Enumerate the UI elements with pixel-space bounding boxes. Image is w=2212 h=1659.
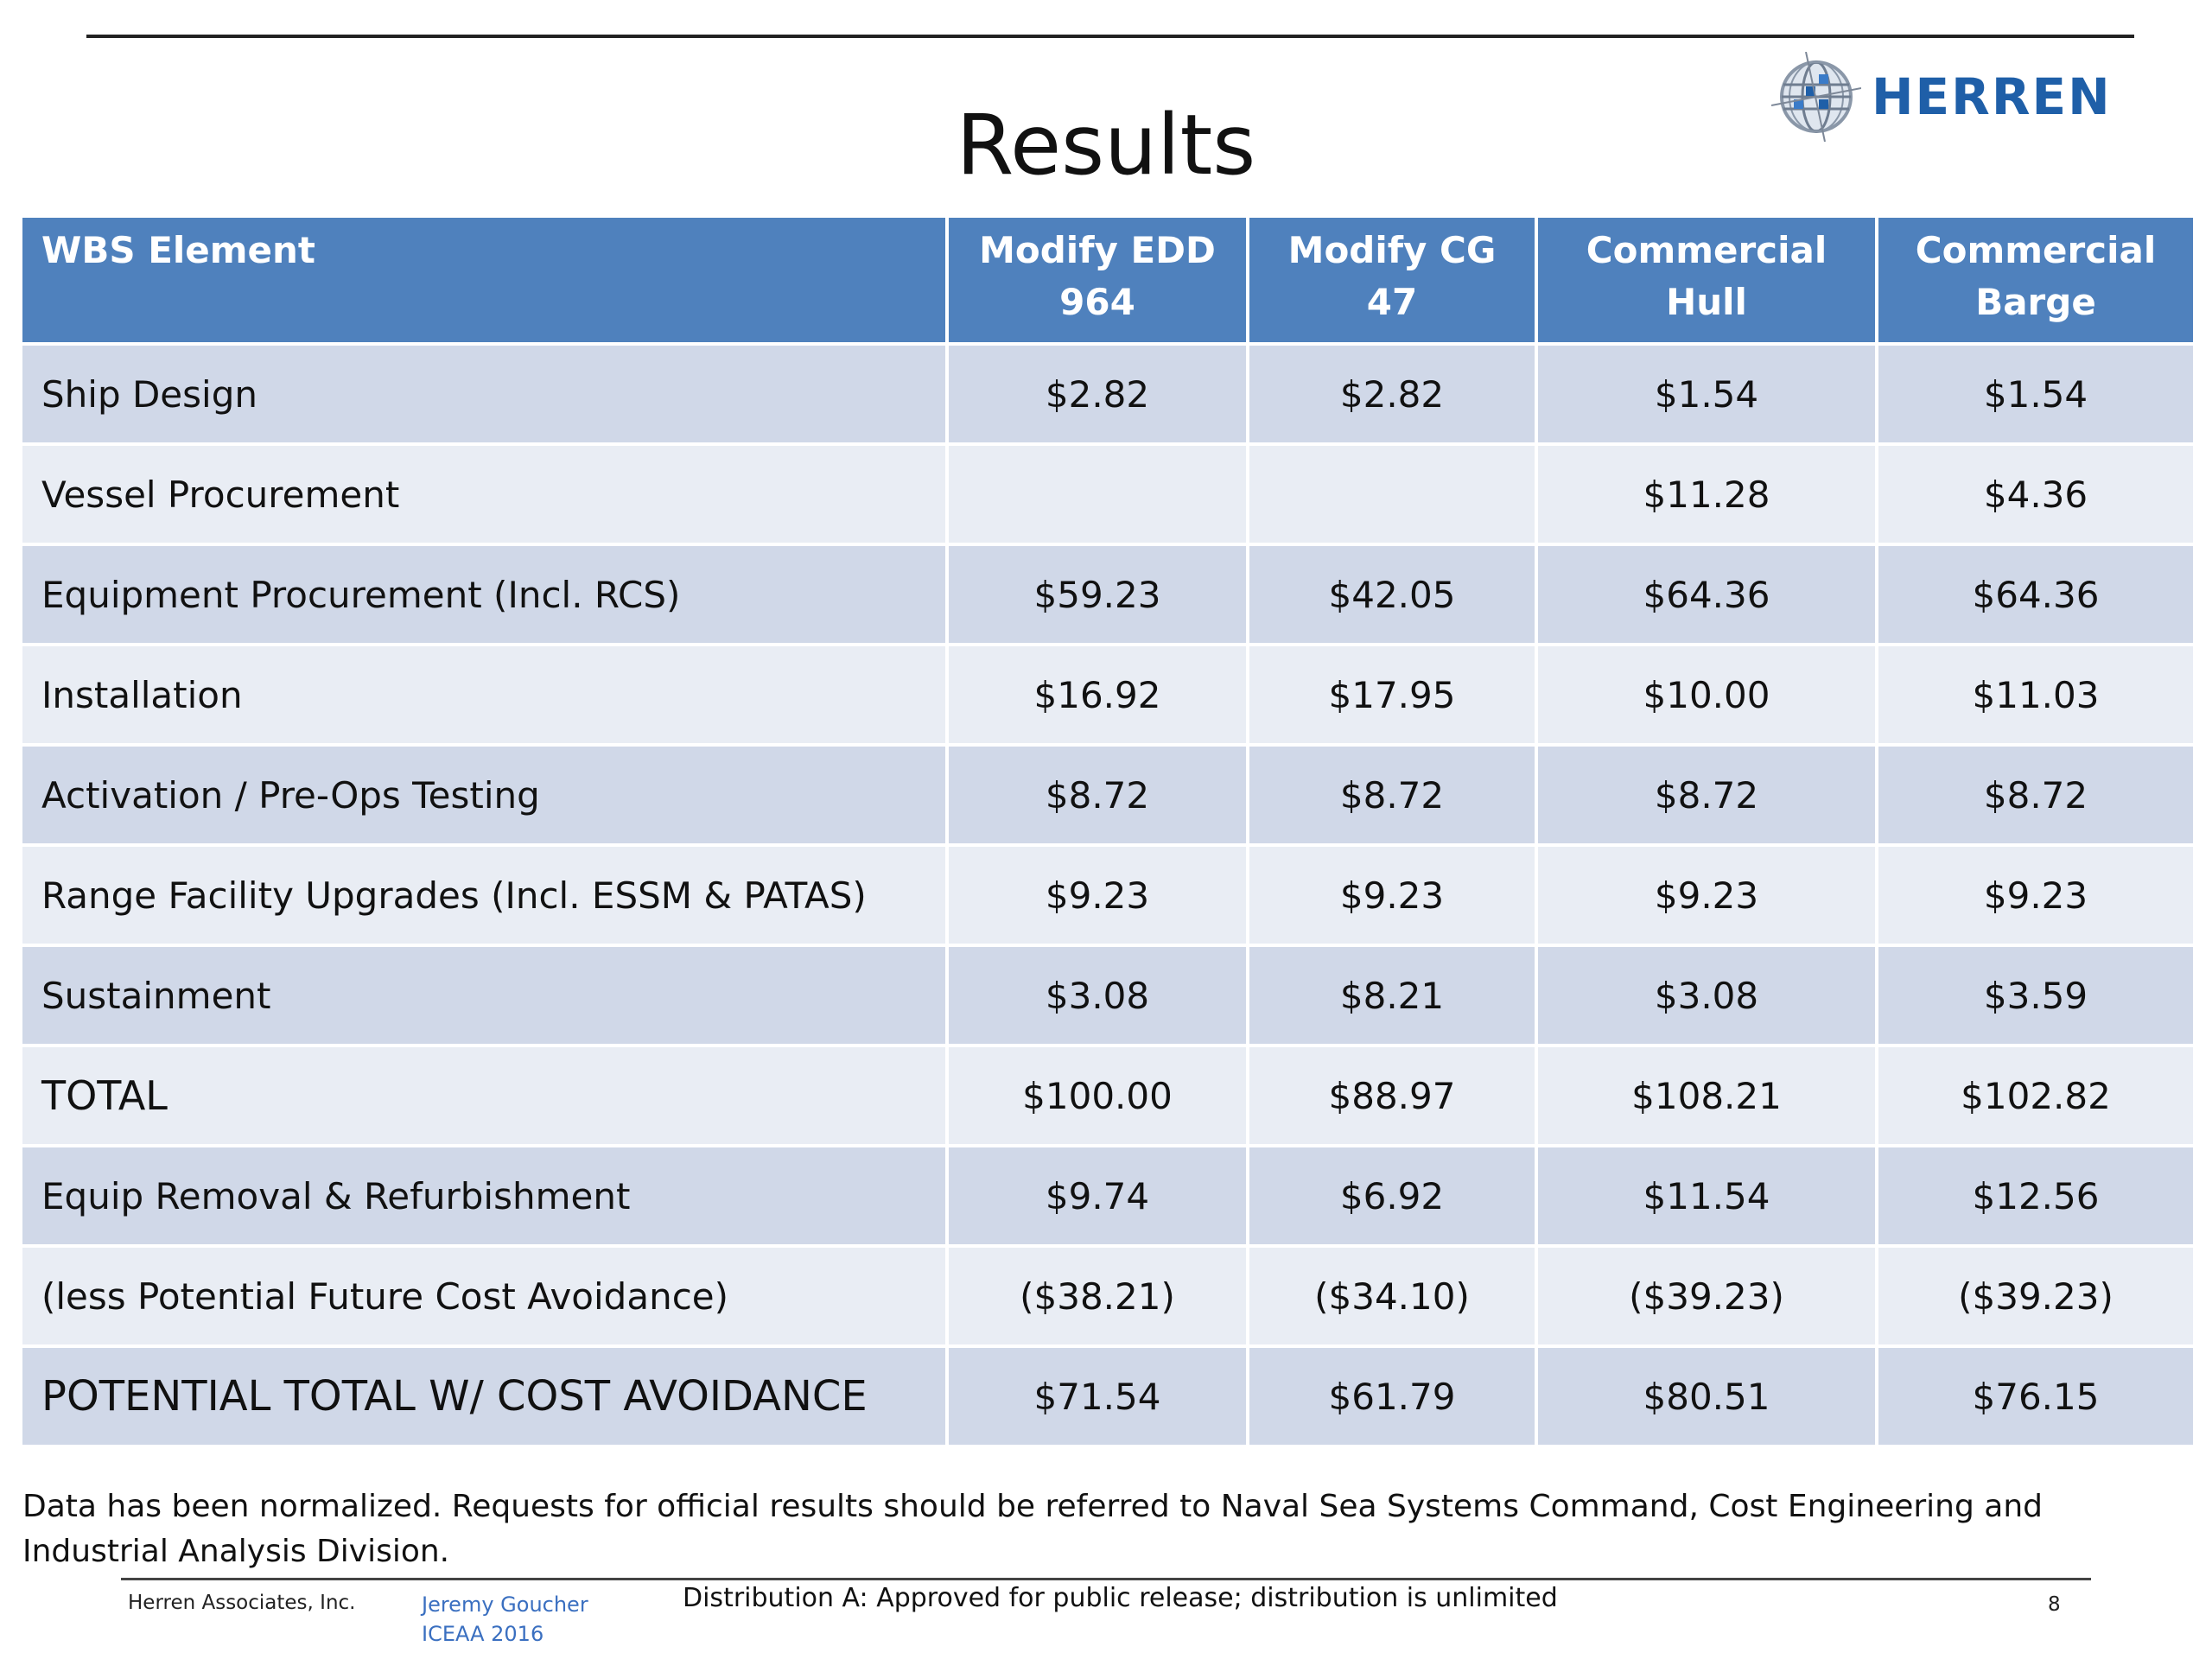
table-row: Sustainment $3.08 $8.21 $3.08 $3.59 — [22, 947, 2193, 1044]
table-cell: $9.74 — [949, 1147, 1246, 1244]
table-cell: $59.23 — [949, 546, 1246, 643]
table-row: Installation $16.92 $17.95 $10.00 $11.03 — [22, 646, 2193, 743]
table-cell: $4.36 — [1878, 446, 2193, 543]
footer-distribution: Distribution A: Approved for public rele… — [683, 1583, 1558, 1613]
footer-author: Jeremy Goucher — [422, 1592, 588, 1617]
column-header-wbs-element: WBS Element — [22, 218, 945, 342]
table-cell: $80.51 — [1538, 1348, 1875, 1445]
row-label: Equip Removal & Refurbishment — [22, 1147, 945, 1244]
table-cell: $61.79 — [1249, 1348, 1535, 1445]
table-cell: $8.72 — [1538, 747, 1875, 843]
table-cell: $64.36 — [1538, 546, 1875, 643]
row-label: Sustainment — [22, 947, 945, 1044]
table-cell: $3.59 — [1878, 947, 2193, 1044]
table-cell: $17.95 — [1249, 646, 1535, 743]
table-cell — [949, 446, 1246, 543]
top-rule — [86, 35, 2134, 38]
slide-title: Results — [956, 97, 1256, 194]
table-row: Activation / Pre-Ops Testing $8.72 $8.72… — [22, 747, 2193, 843]
table-cell: ($39.23) — [1878, 1248, 2193, 1344]
table-cell: $11.03 — [1878, 646, 2193, 743]
table-cell: $16.92 — [949, 646, 1246, 743]
table-cell: $1.54 — [1878, 346, 2193, 442]
row-label: POTENTIAL TOTAL W/ COST AVOIDANCE — [22, 1348, 945, 1445]
row-label: Activation / Pre-Ops Testing — [22, 747, 945, 843]
row-label: Equipment Procurement (Incl. RCS) — [22, 546, 945, 643]
table-cell: $9.23 — [1538, 847, 1875, 944]
table-cell: $8.72 — [1249, 747, 1535, 843]
table-cell: $3.08 — [949, 947, 1246, 1044]
table-row: Range Facility Upgrades (Incl. ESSM & PA… — [22, 847, 2193, 944]
row-label: TOTAL — [22, 1047, 945, 1144]
table-cell: $71.54 — [949, 1348, 1246, 1445]
table-cell: $8.21 — [1249, 947, 1535, 1044]
table-cell: $2.82 — [949, 346, 1246, 442]
logo-text: HERREN — [1872, 67, 2112, 126]
row-label: Vessel Procurement — [22, 446, 945, 543]
table-cell: $11.54 — [1538, 1147, 1875, 1244]
table-cell: $42.05 — [1249, 546, 1535, 643]
globe-icon — [1771, 52, 1861, 142]
table-cell: $108.21 — [1538, 1047, 1875, 1144]
table-cell: $100.00 — [949, 1047, 1246, 1144]
table-row-potential-total: POTENTIAL TOTAL W/ COST AVOIDANCE $71.54… — [22, 1348, 2193, 1445]
table-header-row: WBS Element Modify EDD 964 Modify CG 47 … — [22, 218, 2193, 342]
column-header-commercial-hull: Commercial Hull — [1538, 218, 1875, 342]
table-cell: $8.72 — [949, 747, 1246, 843]
table-cell: $102.82 — [1878, 1047, 2193, 1144]
table-row: Vessel Procurement $11.28 $4.36 — [22, 446, 2193, 543]
footer-company: Herren Associates, Inc. — [128, 1592, 356, 1614]
footer-rule — [121, 1578, 2091, 1580]
table-cell: ($39.23) — [1538, 1248, 1875, 1344]
table-cell: $10.00 — [1538, 646, 1875, 743]
table-cell: $6.92 — [1249, 1147, 1535, 1244]
normalization-note: Data has been normalized. Requests for o… — [22, 1489, 2044, 1569]
table-cell: $76.15 — [1878, 1348, 2193, 1445]
column-header-commercial-barge: Commercial Barge — [1878, 218, 2193, 342]
table-row-total: TOTAL $100.00 $88.97 $108.21 $102.82 — [22, 1047, 2193, 1144]
table-cell: $3.08 — [1538, 947, 1875, 1044]
column-header-modify-edd-964: Modify EDD 964 — [949, 218, 1246, 342]
table-cell: $9.23 — [1878, 847, 2193, 944]
table-cell: $1.54 — [1538, 346, 1875, 442]
table-cell: ($34.10) — [1249, 1248, 1535, 1344]
table-row: Ship Design $2.82 $2.82 $1.54 $1.54 — [22, 346, 2193, 442]
table-cell: $9.23 — [949, 847, 1246, 944]
footer-author-block: Jeremy Goucher ICEAA 2016 — [422, 1590, 588, 1649]
row-label: Ship Design — [22, 346, 945, 442]
table-row: (less Potential Future Cost Avoidance) (… — [22, 1248, 2193, 1344]
row-label: (less Potential Future Cost Avoidance) — [22, 1248, 945, 1344]
column-header-modify-cg-47: Modify CG 47 — [1249, 218, 1535, 342]
table-cell: $12.56 — [1878, 1147, 2193, 1244]
table-cell: $88.97 — [1249, 1047, 1535, 1144]
table-cell: $2.82 — [1249, 346, 1535, 442]
table-cell: $9.23 — [1249, 847, 1535, 944]
table-cell: ($38.21) — [949, 1248, 1246, 1344]
table-row: Equip Removal & Refurbishment $9.74 $6.9… — [22, 1147, 2193, 1244]
results-table: WBS Element Modify EDD 964 Modify CG 47 … — [19, 214, 2196, 1448]
table-cell — [1249, 446, 1535, 543]
table-cell: $64.36 — [1878, 546, 2193, 643]
table-cell: $11.28 — [1538, 446, 1875, 543]
table-row: Equipment Procurement (Incl. RCS) $59.23… — [22, 546, 2193, 643]
table-cell: $8.72 — [1878, 747, 2193, 843]
row-label: Installation — [22, 646, 945, 743]
row-label: Range Facility Upgrades (Incl. ESSM & PA… — [22, 847, 945, 944]
page-number: 8 — [2048, 1593, 2061, 1616]
herren-logo: HERREN — [1771, 45, 2134, 149]
footer-event: ICEAA 2016 — [422, 1622, 544, 1646]
